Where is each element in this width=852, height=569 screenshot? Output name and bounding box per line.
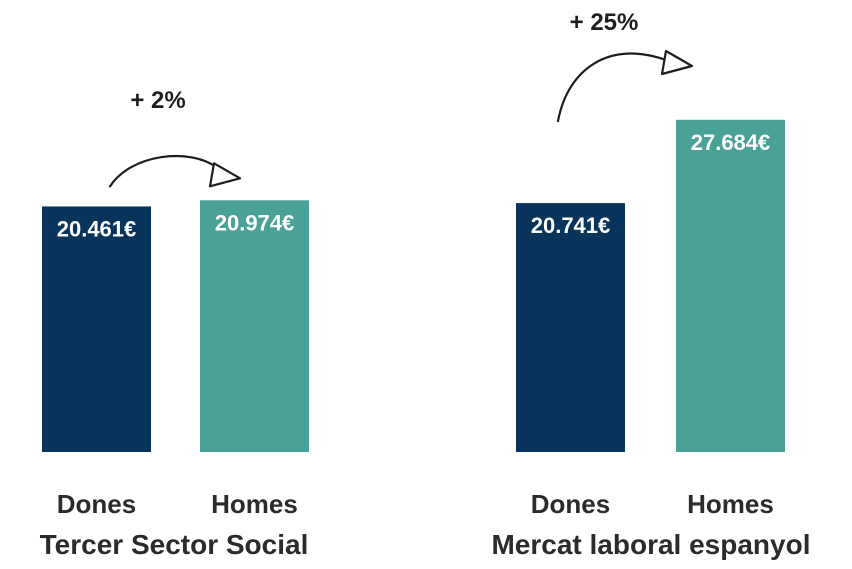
chart-title: Mercat laboral espanyol [491, 529, 810, 560]
change-arrow-head-icon [660, 49, 694, 76]
category-label-homes: Homes [211, 489, 298, 519]
category-label-dones: Dones [57, 489, 136, 519]
chart-panel-2: 20.741€ Dones 27.684€ Homes Mercat laboral e… [491, 9, 810, 560]
bar-value-label: 27.684€ [691, 130, 771, 155]
category-label-dones: Dones [531, 489, 610, 519]
change-arrow [108, 155, 220, 188]
bar-value-label: 20.741€ [531, 213, 611, 238]
change-arrow-head-icon [208, 162, 242, 188]
bar-homes [676, 119, 785, 453]
bar-value-label: 20.974€ [215, 210, 295, 235]
chart-title: Tercer Sector Social [40, 529, 309, 560]
bar-value-label: 20.461€ [57, 216, 137, 241]
change-annotation: + 25% [570, 9, 639, 36]
bar-homes [200, 200, 309, 452]
chart-panel-1: 20.461€ Dones 20.974€ Homes Tercer Sector So… [40, 87, 309, 560]
change-arrow [556, 52, 668, 123]
category-label-homes: Homes [687, 489, 774, 519]
bar-dones [42, 206, 151, 452]
bar-dones [516, 203, 625, 452]
change-annotation: + 2% [130, 87, 185, 114]
